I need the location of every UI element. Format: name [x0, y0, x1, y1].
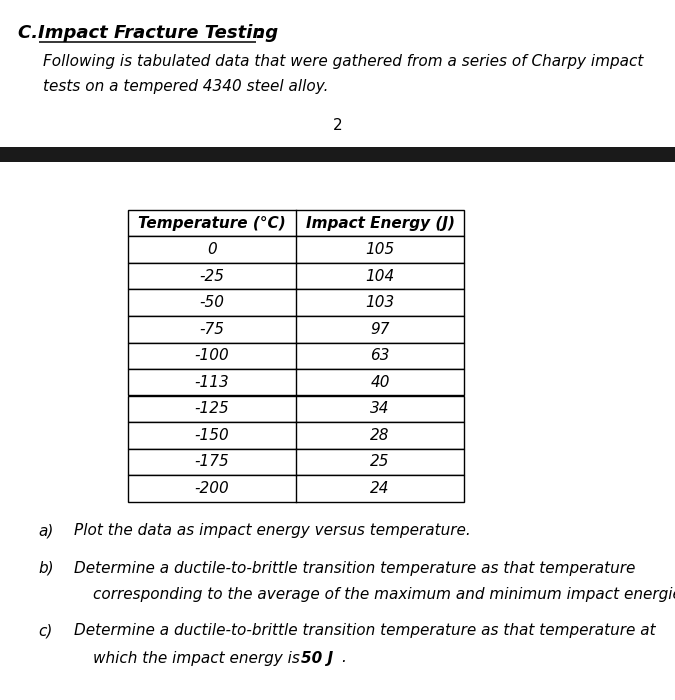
Text: Plot the data as impact energy versus temperature.: Plot the data as impact energy versus te… — [74, 524, 470, 538]
Bar — [128, 237, 464, 263]
Text: 105: 105 — [365, 242, 395, 257]
Text: -100: -100 — [194, 348, 230, 363]
Text: Temperature (°C): Temperature (°C) — [138, 216, 286, 231]
Text: a): a) — [38, 524, 53, 538]
Text: -125: -125 — [194, 401, 230, 416]
Text: .: . — [341, 650, 346, 666]
Bar — [128, 342, 464, 369]
Text: corresponding to the average of the maximum and minimum impact energies.: corresponding to the average of the maxi… — [93, 587, 675, 603]
Text: 2: 2 — [333, 118, 342, 133]
Text: -150: -150 — [194, 428, 230, 442]
Text: -175: -175 — [194, 454, 230, 469]
Bar — [128, 210, 464, 237]
Bar — [0, 147, 675, 162]
Text: C.: C. — [18, 24, 45, 42]
Bar — [128, 395, 464, 422]
Text: 0: 0 — [207, 242, 217, 257]
Text: Following is tabulated data that were gathered from a series of Charpy impact: Following is tabulated data that were ga… — [43, 54, 643, 69]
Text: 97: 97 — [371, 322, 389, 337]
Bar — [128, 290, 464, 316]
Text: -113: -113 — [194, 374, 230, 390]
Text: -50: -50 — [200, 295, 225, 310]
Text: 50 J: 50 J — [301, 650, 333, 666]
Text: Impact Fracture Testing: Impact Fracture Testing — [38, 24, 279, 42]
Text: Impact Energy (J): Impact Energy (J) — [306, 216, 454, 231]
Text: :: : — [256, 24, 263, 42]
Text: -75: -75 — [200, 322, 225, 337]
Text: -200: -200 — [194, 481, 230, 496]
Text: 28: 28 — [371, 428, 389, 442]
Text: 103: 103 — [365, 295, 395, 310]
Text: Determine a ductile-to-brittle transition temperature as that temperature at: Determine a ductile-to-brittle transitio… — [74, 624, 655, 638]
Text: 24: 24 — [371, 481, 389, 496]
Text: -25: -25 — [200, 269, 225, 284]
Text: b): b) — [38, 561, 53, 575]
Bar — [128, 449, 464, 475]
Text: 63: 63 — [371, 348, 389, 363]
Bar — [128, 369, 464, 396]
Text: 40: 40 — [371, 374, 389, 390]
Text: 34: 34 — [371, 401, 389, 416]
Text: 104: 104 — [365, 269, 395, 284]
Text: tests on a tempered 4340 steel alloy.: tests on a tempered 4340 steel alloy. — [43, 79, 329, 94]
Bar — [128, 263, 464, 290]
Text: c): c) — [38, 624, 53, 638]
Bar — [128, 475, 464, 501]
Bar — [128, 422, 464, 449]
Text: 25: 25 — [371, 454, 389, 469]
Text: Determine a ductile-to-brittle transition temperature as that temperature: Determine a ductile-to-brittle transitio… — [74, 561, 635, 575]
Text: which the impact energy is: which the impact energy is — [93, 650, 304, 666]
Bar — [128, 316, 464, 342]
